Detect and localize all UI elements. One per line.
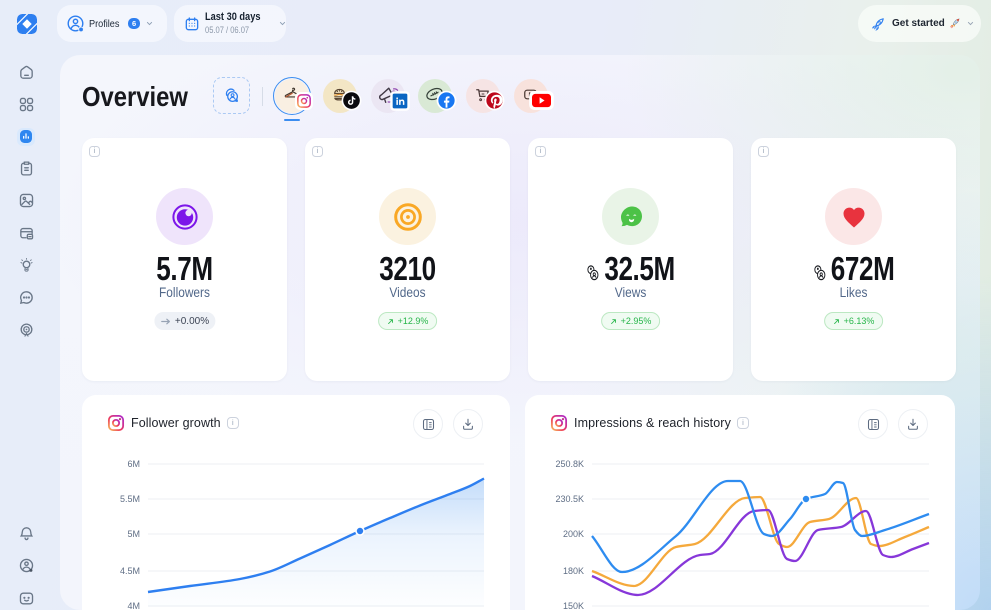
svg-text:4M: 4M [127,601,140,610]
svg-text:180K: 180K [563,566,584,576]
svg-text:200K: 200K [563,529,584,539]
svg-text:230.5K: 230.5K [555,494,584,504]
svg-text:4.5M: 4.5M [120,566,140,576]
svg-text:250.8K: 250.8K [555,459,584,469]
svg-text:5.5M: 5.5M [120,494,140,504]
svg-text:6M: 6M [127,459,140,469]
svg-text:150K: 150K [563,601,584,610]
svg-text:5M: 5M [127,529,140,539]
